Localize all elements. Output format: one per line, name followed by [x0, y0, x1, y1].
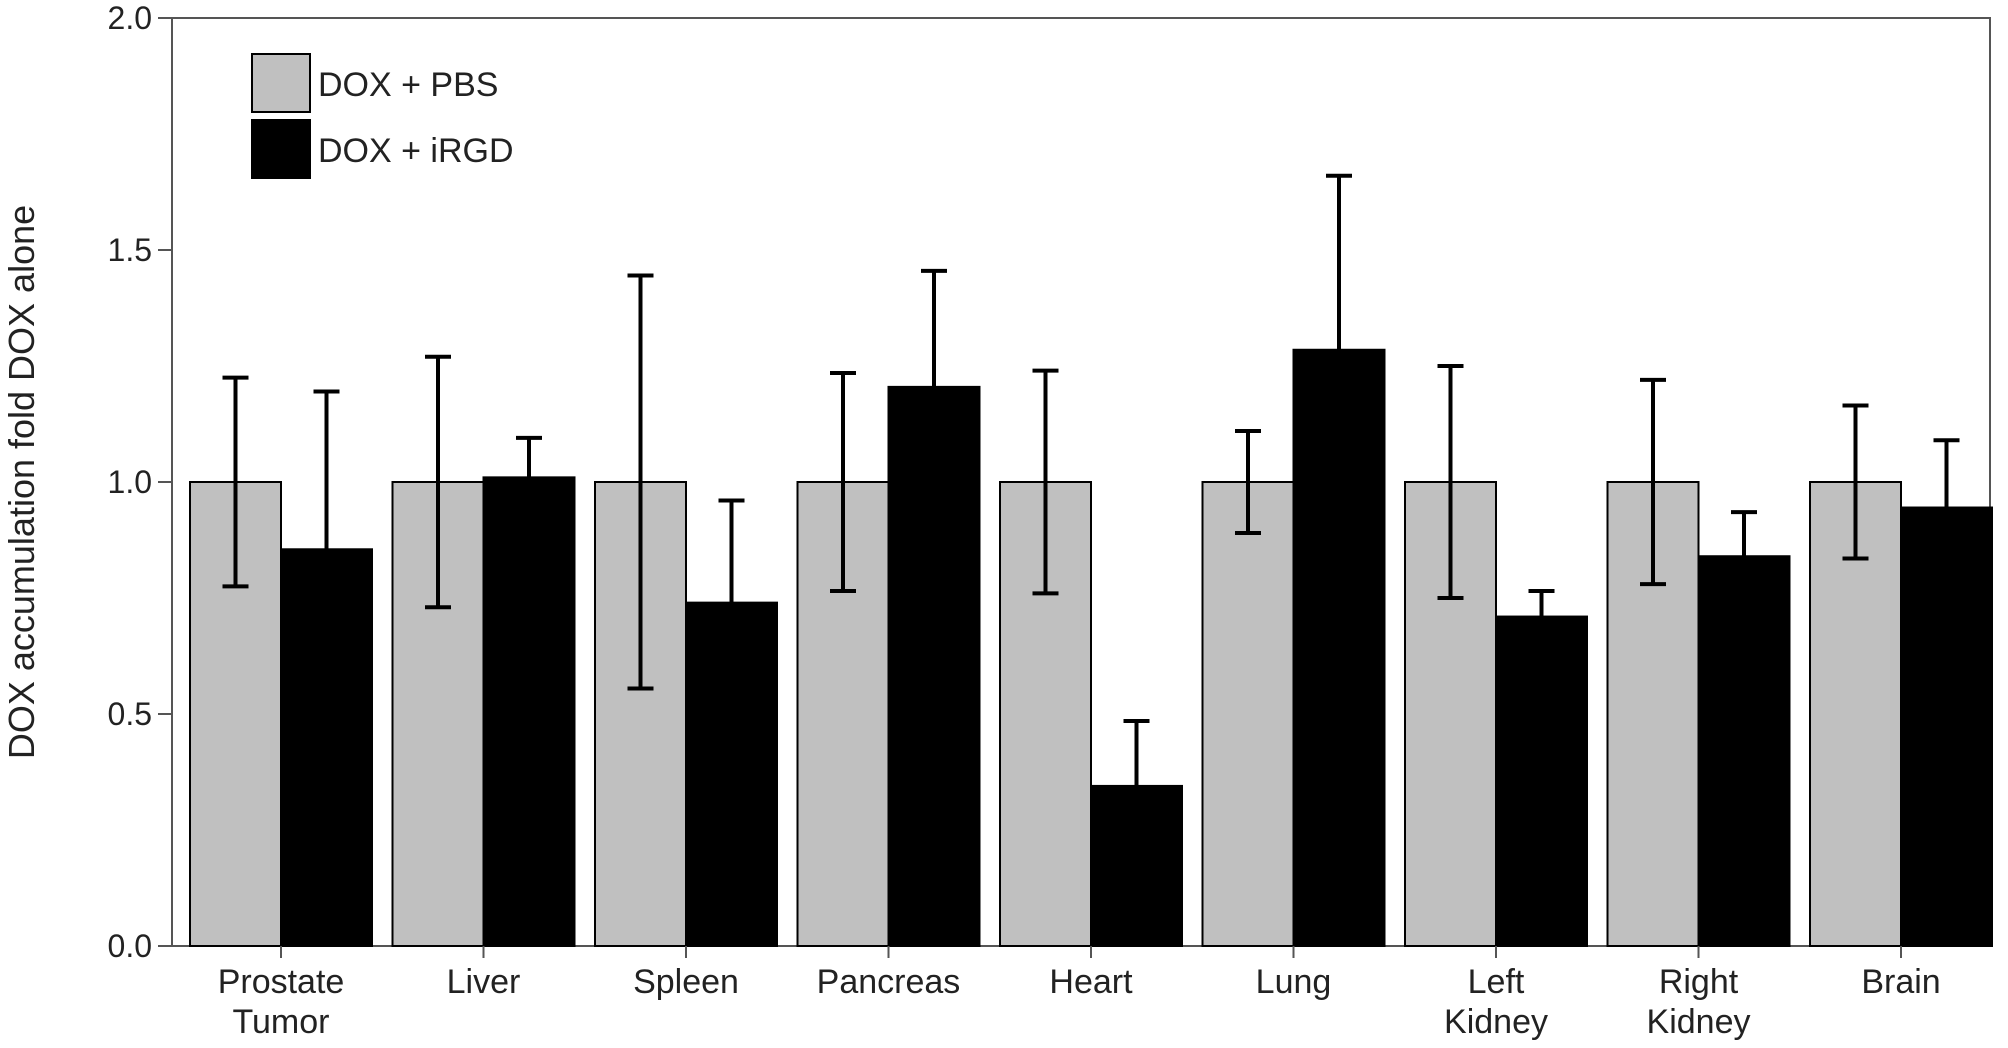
- y-tick-label: 1.0: [108, 464, 152, 500]
- x-tick-label-line: Liver: [447, 963, 521, 1001]
- x-tick-label: Lung: [1256, 963, 1332, 1001]
- x-tick-label-line: Kidney: [1647, 1003, 1751, 1041]
- x-tick-label-line: Left: [1468, 963, 1525, 1001]
- bar: [1495, 615, 1588, 947]
- bar: [887, 385, 981, 947]
- bar: [1090, 784, 1183, 947]
- x-axis: Prostate Tumor Liver Spleen Pancreas Heart Lun…: [218, 946, 1941, 1041]
- x-tick-label: Left Kidney: [1444, 963, 1548, 1041]
- x-tick-label-line: Spleen: [633, 963, 739, 1001]
- y-axis-title: DOX accumulation fold DOX alone: [1, 205, 42, 759]
- x-tick-label-line: Pancreas: [817, 963, 961, 1001]
- legend-label: DOX + PBS: [318, 66, 498, 104]
- x-tick-label: Liver: [447, 963, 521, 1001]
- x-tick-label-line: Heart: [1049, 963, 1133, 1001]
- y-tick-label: 0.0: [108, 928, 152, 964]
- bars-layer: [189, 348, 1993, 948]
- x-tick-label-line: Tumor: [233, 1003, 330, 1041]
- error-bars-layer: [222, 173, 1960, 786]
- bar: [1697, 555, 1791, 947]
- legend-label: DOX + iRGD: [318, 132, 514, 170]
- x-tick-label-line: Lung: [1256, 963, 1332, 1001]
- legend-swatch: [251, 53, 311, 113]
- x-tick-label-line: Kidney: [1444, 1003, 1548, 1041]
- y-axis: 0.0 0.5 1.0 1.5 2.0: [108, 0, 172, 964]
- bar: [280, 548, 373, 948]
- bar: [685, 601, 778, 947]
- legend: DOX + PBS DOX + iRGD: [251, 53, 514, 179]
- x-tick-label: Heart: [1049, 963, 1133, 1001]
- x-tick-label: Brain: [1861, 963, 1940, 1001]
- x-tick-label: Pancreas: [817, 963, 961, 1001]
- x-tick-label-line: Right: [1659, 963, 1739, 1001]
- bar: [999, 481, 1092, 947]
- y-tick-label: 1.5: [108, 232, 152, 268]
- x-tick-label: Prostate Tumor: [218, 963, 345, 1041]
- bar: [1292, 348, 1386, 947]
- x-tick-label: Right Kidney: [1647, 963, 1751, 1041]
- y-tick-label: 2.0: [108, 0, 152, 36]
- y-tick-label: 0.5: [108, 696, 152, 732]
- bar: [482, 476, 576, 947]
- legend-swatch: [251, 119, 311, 179]
- x-tick-label-line: Prostate: [218, 963, 345, 1001]
- bar: [1900, 506, 1993, 947]
- x-tick-label-line: Brain: [1861, 963, 1940, 1001]
- bar: [1201, 481, 1295, 947]
- x-tick-label: Spleen: [633, 963, 739, 1001]
